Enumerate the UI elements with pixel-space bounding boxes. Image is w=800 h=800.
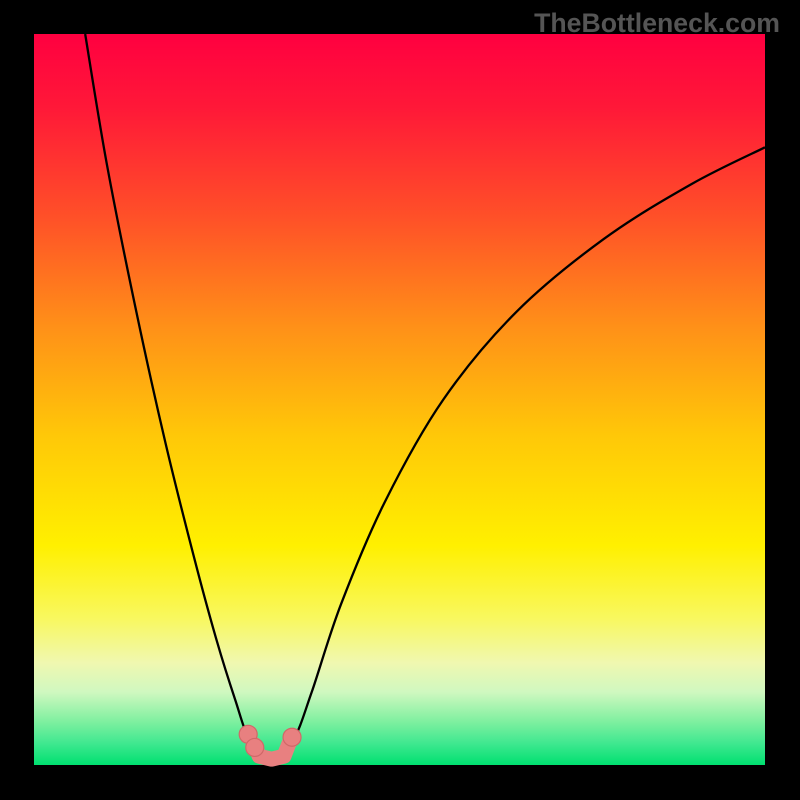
chart-svg: [0, 0, 800, 800]
watermark: TheBottleneck.com: [534, 8, 780, 39]
valley-dot: [283, 728, 301, 746]
chart-container: TheBottleneck.com: [0, 0, 800, 800]
plot-background: [34, 34, 765, 765]
valley-dot: [246, 738, 264, 756]
